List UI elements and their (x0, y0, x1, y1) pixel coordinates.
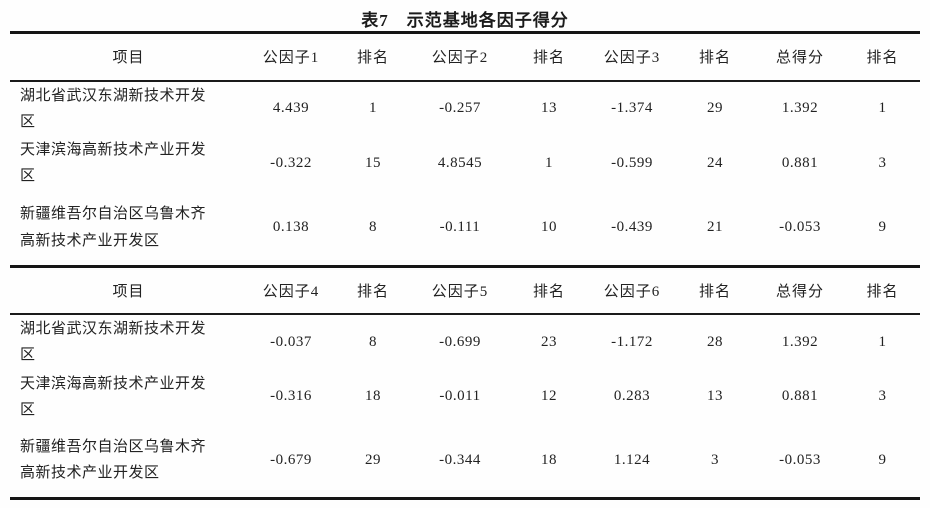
value-cell: -0.679 (270, 451, 312, 468)
table-row: 新疆维吾尔自治区乌鲁木齐高新技术产业开发区 -0.679 29 -0.344 1… (10, 424, 920, 498)
row-label: 湖北省武汉东湖新技术开发区 (20, 87, 207, 130)
value-cell: -0.344 (439, 451, 481, 468)
header-cell-rank: 排名 (845, 32, 920, 82)
header-cell-rank: 排名 (335, 266, 411, 315)
header-cell-item: 项目 (10, 266, 247, 315)
value-cell: 15 (365, 154, 381, 171)
value-cell: 21 (707, 219, 723, 235)
value-cell: 18 (541, 451, 557, 468)
value-cell: 0.881 (781, 154, 819, 171)
value-cell: 3 (878, 388, 887, 405)
header-row: 项目 公因子4 排名 公因子5 排名 公因子6 排名 总得分 排名 (10, 266, 920, 315)
value-cell: 28 (707, 333, 723, 350)
value-cell: -0.053 (779, 451, 821, 468)
header-row: 项目 公因子1 排名 公因子2 排名 公因子3 排名 总得分 排名 (10, 32, 920, 82)
value-cell: -0.053 (779, 219, 821, 235)
table-caption: 表7 示范基地各因子得分 (361, 11, 569, 30)
value-cell: 12 (541, 388, 557, 405)
header-cell-total-score: 总得分 (755, 266, 845, 315)
value-cell: 0.881 (781, 388, 819, 405)
header-cell-factor1: 公因子1 (247, 32, 335, 82)
value-cell: -0.037 (270, 333, 312, 350)
value-cell: 4.8545 (437, 154, 483, 171)
value-cell: 29 (365, 451, 381, 468)
table-row: 湖北省武汉东湖新技术开发区 4.439 1 -0.257 13 -1.374 2… (10, 81, 920, 137)
value-cell: 9 (878, 219, 887, 235)
value-cell: 10 (541, 219, 557, 235)
value-cell: -0.439 (611, 219, 653, 235)
header-cell-rank: 排名 (509, 32, 589, 82)
header-cell-rank: 排名 (335, 32, 411, 82)
value-cell: 4.439 (272, 100, 310, 117)
header-cell-rank: 排名 (675, 266, 755, 315)
header-cell-rank: 排名 (675, 32, 755, 82)
factor-score-table-section-1: 项目 公因子1 排名 公因子2 排名 公因子3 排名 总得分 排名 湖北省武汉东… (10, 31, 920, 265)
table-row: 天津滨海高新技术产业开发区 -0.316 18 -0.011 12 0.283 … (10, 370, 920, 425)
row-label: 天津滨海高新技术产业开发区 (20, 375, 207, 418)
value-cell: -0.316 (270, 388, 312, 405)
value-cell: 29 (707, 100, 723, 117)
value-cell: 1.392 (781, 333, 819, 350)
value-cell: 1.392 (781, 100, 819, 117)
header-cell-factor5: 公因子5 (411, 266, 509, 315)
header-cell-factor4: 公因子4 (247, 266, 335, 315)
value-cell: -1.172 (611, 333, 653, 350)
value-cell: 8 (369, 219, 377, 235)
header-cell-total-score: 总得分 (755, 32, 845, 82)
row-label: 天津滨海高新技术产业开发区 (20, 142, 207, 185)
table-row: 新疆维吾尔自治区乌鲁木齐高新技术产业开发区 0.138 8 -0.111 10 … (10, 191, 920, 265)
value-cell: -0.599 (611, 154, 653, 171)
value-cell: 1 (369, 100, 377, 117)
value-cell: -0.257 (439, 100, 481, 117)
value-cell: 13 (707, 388, 723, 405)
value-cell: 3 (711, 451, 719, 468)
row-label: 新疆维吾尔自治区乌鲁木齐高新技术产业开发区 (20, 439, 207, 482)
header-cell-factor2: 公因子2 (411, 32, 509, 82)
value-cell: 3 (878, 154, 887, 171)
header-cell-rank: 排名 (845, 266, 920, 315)
value-cell: 1 (878, 333, 887, 350)
header-cell-rank: 排名 (509, 266, 589, 315)
value-cell: 1.124 (613, 451, 651, 468)
header-cell-factor6: 公因子6 (589, 266, 675, 315)
value-cell: 0.138 (272, 219, 310, 235)
factor-score-table-section-2: 项目 公因子4 排名 公因子5 排名 公因子6 排名 总得分 排名 湖北省武汉东… (10, 264, 920, 500)
value-cell: 23 (541, 333, 557, 350)
value-cell: 1 (878, 100, 887, 117)
row-label: 湖北省武汉东湖新技术开发区 (20, 321, 207, 364)
value-cell: -0.699 (439, 333, 481, 350)
value-cell: 13 (541, 100, 557, 117)
value-cell: 9 (878, 451, 887, 468)
table-row: 天津滨海高新技术产业开发区 -0.322 15 4.8545 1 -0.599 … (10, 136, 920, 191)
value-cell: -0.111 (439, 219, 481, 235)
value-cell: 0.283 (613, 388, 651, 405)
value-cell: -1.374 (611, 100, 653, 117)
header-cell-factor3: 公因子3 (589, 32, 675, 82)
table-row: 湖北省武汉东湖新技术开发区 -0.037 8 -0.699 23 -1.172 … (10, 314, 920, 370)
value-cell: -0.011 (439, 388, 481, 405)
header-cell-item: 项目 (10, 32, 247, 82)
value-cell: 24 (707, 154, 723, 171)
value-cell: 1 (545, 154, 553, 171)
value-cell: 8 (369, 333, 377, 350)
value-cell: 18 (365, 388, 381, 405)
value-cell: -0.322 (270, 154, 312, 171)
row-label: 新疆维吾尔自治区乌鲁木齐高新技术产业开发区 (20, 206, 207, 249)
